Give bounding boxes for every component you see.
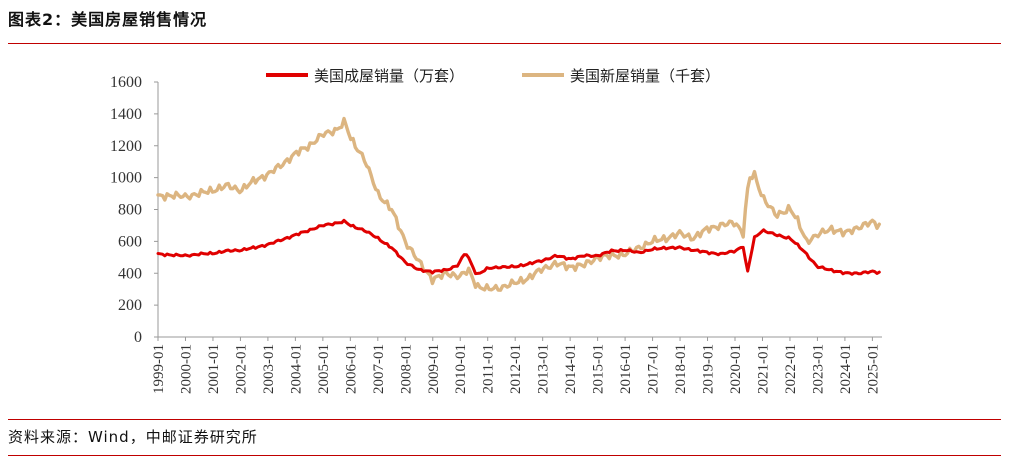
x-tick-label: 2024-01 xyxy=(838,344,854,394)
x-tick-label: 2000-01 xyxy=(178,344,194,394)
x-tick-label: 2023-01 xyxy=(810,344,826,394)
x-tick-label: 2005-01 xyxy=(316,344,332,394)
x-tick-label: 2008-01 xyxy=(398,344,414,394)
x-axis: 1999-01 2000-01 2001-01 2002-01 2003-01 2004-… xyxy=(151,336,882,394)
x-tick-label: 2009-01 xyxy=(426,344,442,394)
x-tick-label: 2021-01 xyxy=(755,344,771,394)
x-tick-label: 2013-01 xyxy=(536,344,552,394)
x-tick-label: 2007-01 xyxy=(371,344,387,394)
x-tick-label: 2006-01 xyxy=(343,344,359,394)
x-tick-label: 2025-01 xyxy=(865,344,881,394)
y-tick-label: 1600 xyxy=(110,74,142,91)
y-tick-label: 1400 xyxy=(110,106,142,123)
x-tick-label: 2001-01 xyxy=(206,344,222,394)
y-tick-label: 1000 xyxy=(110,170,142,187)
x-tick-label: 2004-01 xyxy=(288,344,304,394)
x-tick-label: 2019-01 xyxy=(701,344,717,394)
source-note: 资料来源：Wind，中邮证券研究所 xyxy=(8,428,258,446)
y-tick-label: 800 xyxy=(118,202,142,219)
top-divider xyxy=(8,43,1001,44)
y-axis: 0 200 400 600 800 1000 1200 1400 1600 xyxy=(110,74,159,346)
x-tick-label: 2010-01 xyxy=(453,344,469,394)
x-tick-label: 2003-01 xyxy=(261,344,277,394)
y-tick-label: 0 xyxy=(134,329,142,346)
x-tick-label: 2017-01 xyxy=(646,344,662,394)
x-tick-label: 2012-01 xyxy=(508,344,524,394)
x-tick-label: 1999-01 xyxy=(151,344,167,394)
x-tick-label: 2018-01 xyxy=(673,344,689,394)
legend-new-home-sales-label: 美国新屋销量（千套） xyxy=(570,67,720,85)
footer-divider xyxy=(8,455,1001,456)
y-tick-label: 1200 xyxy=(110,138,142,155)
y-tick-label: 600 xyxy=(118,233,142,250)
series-line-new-home-sales xyxy=(156,116,881,292)
legend-existing-home-sales-label: 美国成屋销量（万套） xyxy=(314,67,464,85)
y-tick-label: 200 xyxy=(118,297,142,314)
legend: 美国成屋销量（万套） 美国新屋销量（千套） xyxy=(266,67,720,85)
x-tick-label: 2011-01 xyxy=(481,344,497,393)
x-tick-label: 2015-01 xyxy=(591,344,607,394)
x-tick-label: 2020-01 xyxy=(728,344,744,394)
series-line-existing-home-sales xyxy=(156,218,881,276)
x-tick-label: 2014-01 xyxy=(563,344,579,394)
y-tick-label: 400 xyxy=(118,265,142,282)
x-tick-label: 2016-01 xyxy=(618,344,634,394)
bottom-divider xyxy=(8,419,1001,420)
chart-title: 图表2：美国房屋销售情况 xyxy=(8,10,208,29)
series-group xyxy=(156,116,881,292)
x-tick-label: 2022-01 xyxy=(783,344,799,394)
x-tick-label: 2002-01 xyxy=(233,344,249,394)
